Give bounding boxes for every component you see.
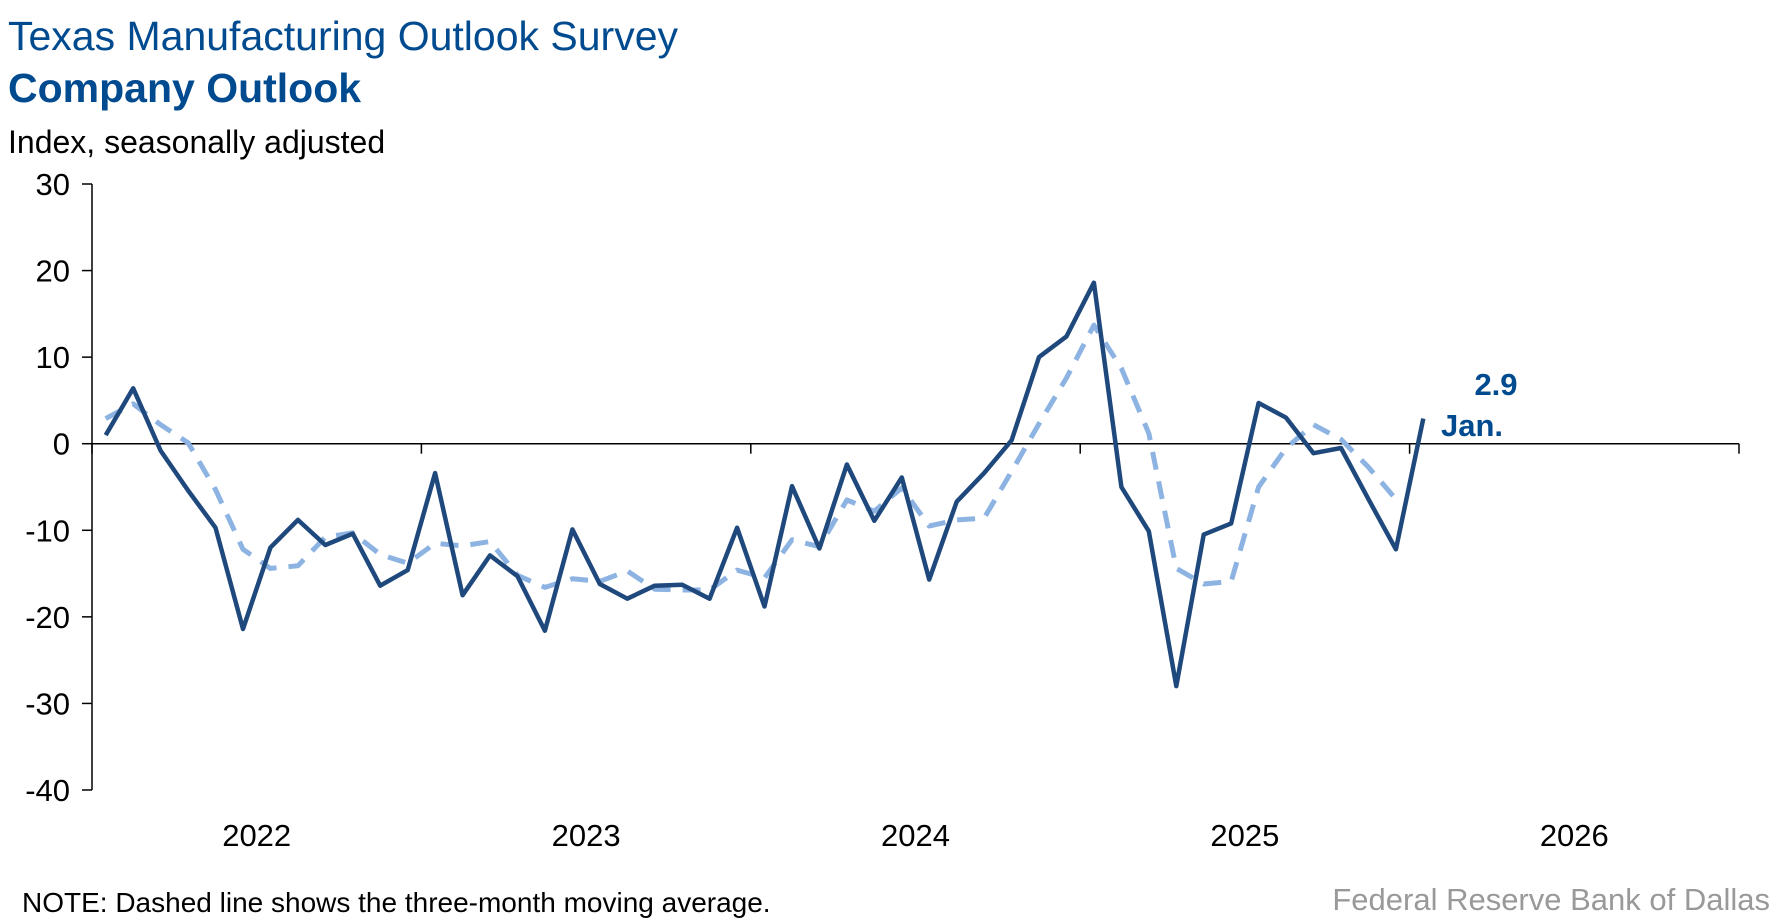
y-tick-label: 20 — [36, 254, 70, 289]
x-tick-label: 2023 — [552, 818, 621, 853]
y-tick-label: -10 — [25, 513, 70, 548]
y-tick-label: 30 — [36, 167, 70, 202]
last-month-annotation: Jan. — [1441, 408, 1503, 443]
chart-title: Texas Manufacturing Outlook Survey — [8, 13, 678, 59]
x-tick-label: 2022 — [222, 818, 291, 853]
x-tick-label: 2025 — [1210, 818, 1279, 853]
x-tick-label: 2026 — [1540, 818, 1609, 853]
series-group — [103, 280, 1426, 689]
y-tick-label: -40 — [25, 773, 70, 808]
y-tick-label: 10 — [36, 340, 70, 375]
x-tick-label: 2024 — [881, 818, 950, 853]
y-tick-label: 0 — [53, 427, 70, 462]
y-tick-label: -20 — [25, 600, 70, 635]
company-outlook-line — [103, 280, 1426, 689]
y-axis-unit-label: Index, seasonally adjusted — [8, 124, 385, 160]
chart-subtitle: Company Outlook — [8, 65, 361, 111]
x-axis: 2022 2023 2024 2025 2026 — [91, 442, 1740, 853]
y-tick-label: -30 — [25, 686, 70, 721]
source-credit: Federal Reserve Bank of Dallas — [1332, 882, 1770, 917]
y-axis: 30 20 10 0 -10 -20 -30 -40 — [25, 167, 93, 808]
footnote: NOTE: Dashed line shows the three-month … — [22, 887, 771, 918]
last-value-annotation: 2.9 — [1474, 367, 1517, 402]
